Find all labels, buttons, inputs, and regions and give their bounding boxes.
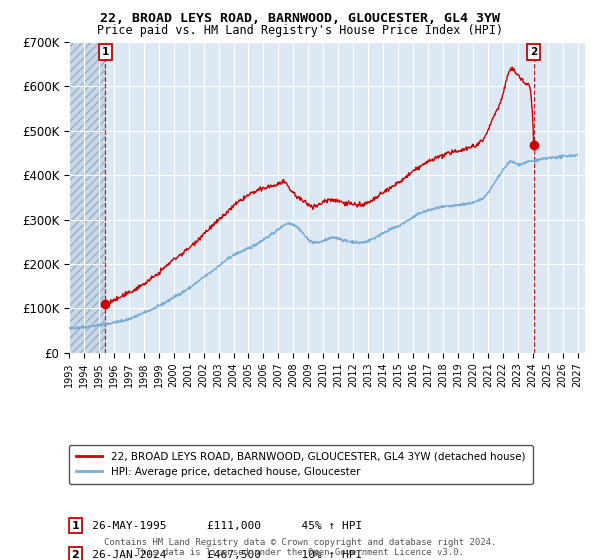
Text: 2: 2 <box>71 550 79 560</box>
Text: Price paid vs. HM Land Registry's House Price Index (HPI): Price paid vs. HM Land Registry's House … <box>97 24 503 37</box>
Text: 1: 1 <box>71 521 79 531</box>
Text: 2: 2 <box>530 46 538 57</box>
Legend: 22, BROAD LEYS ROAD, BARNWOOD, GLOUCESTER, GL4 3YW (detached house), HPI: Averag: 22, BROAD LEYS ROAD, BARNWOOD, GLOUCESTE… <box>69 445 533 484</box>
Text: Contains HM Land Registry data © Crown copyright and database right 2024.
This d: Contains HM Land Registry data © Crown c… <box>104 538 496 557</box>
Text: 1: 1 <box>101 46 109 57</box>
Text: 22, BROAD LEYS ROAD, BARNWOOD, GLOUCESTER, GL4 3YW: 22, BROAD LEYS ROAD, BARNWOOD, GLOUCESTE… <box>100 12 500 25</box>
Bar <box>69 42 105 353</box>
Text: 26-MAY-1995      £111,000      45% ↑ HPI: 26-MAY-1995 £111,000 45% ↑ HPI <box>71 521 362 531</box>
Text: 26-JAN-2024      £467,500      10% ↑ HPI: 26-JAN-2024 £467,500 10% ↑ HPI <box>71 550 362 560</box>
